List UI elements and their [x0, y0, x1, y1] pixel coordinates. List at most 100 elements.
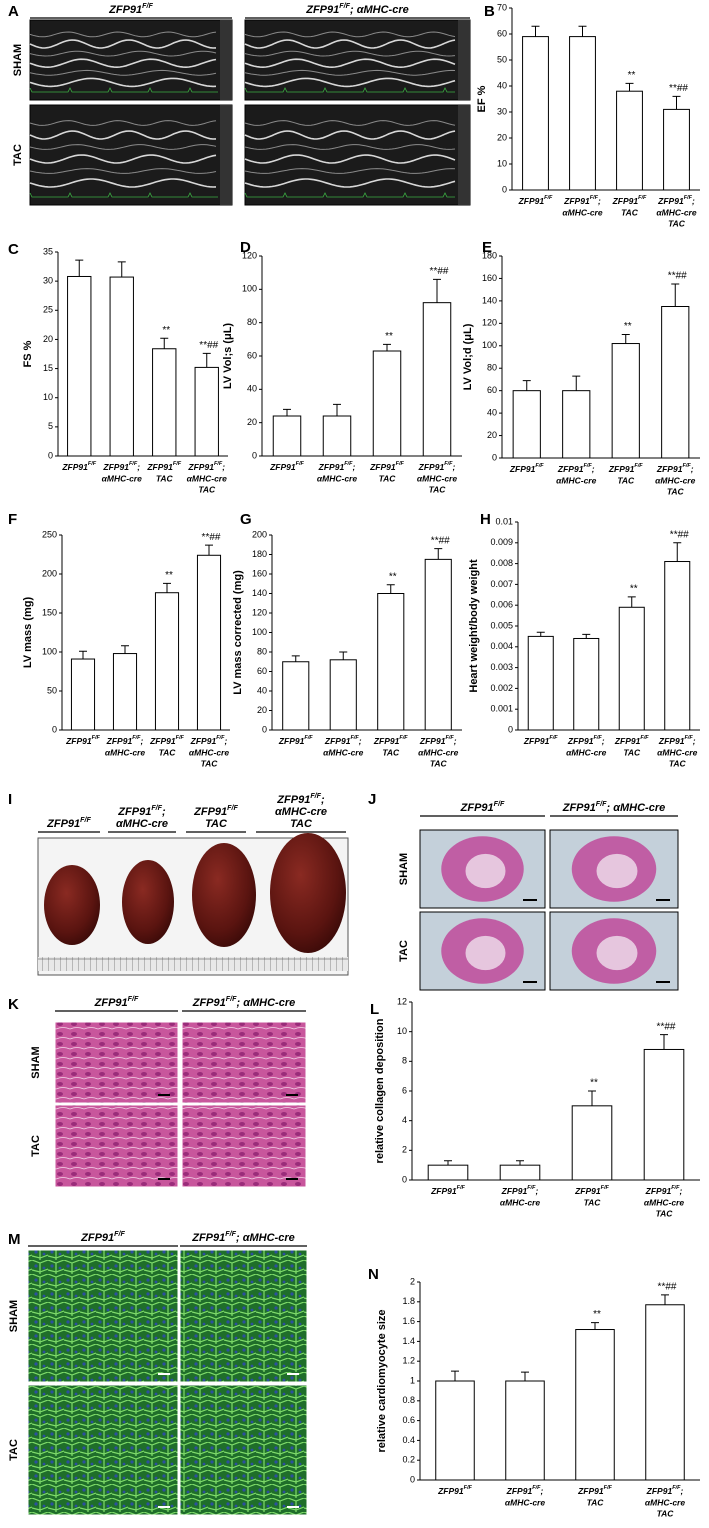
echo-trace: [29, 144, 217, 150]
x-tick-label: TAC: [430, 758, 448, 768]
y-tick-label: 60: [487, 385, 497, 395]
x-tick-label: TAC: [159, 747, 177, 757]
x-tick-label: TAC: [657, 1508, 675, 1518]
y-tick-label: 0: [252, 450, 257, 460]
column-header: ZFP91F/F: [193, 804, 238, 818]
x-tick-label: ZFP91F/F;: [557, 463, 595, 474]
error-bar: [672, 95, 681, 110]
x-tick-label: ZFP91F/F;: [567, 735, 605, 746]
echo-trace: [29, 50, 217, 57]
column-header: ZFP91F/F;: [117, 804, 166, 818]
x-tick-label: ZFP91F/F: [577, 1485, 612, 1496]
column-header: ZFP91F/F;: [276, 792, 325, 806]
column-header: ZFP91F/F: [80, 1230, 125, 1244]
tri-image: [54, 1021, 179, 1104]
error-bar: [627, 596, 636, 608]
y-tick-label: 60: [257, 666, 267, 676]
x-tick-label: αMHC-cre: [500, 1197, 540, 1207]
bar: [282, 661, 310, 731]
echo-trace: [29, 58, 217, 69]
significance-label: **: [593, 1309, 601, 1320]
echo-trace: [244, 69, 456, 76]
significance-label: **: [389, 571, 397, 582]
y-tick-label: 10: [497, 158, 507, 168]
lumen: [596, 853, 638, 889]
y-tick-label: 80: [487, 363, 497, 373]
x-tick-label: αMHC-cre: [187, 473, 227, 483]
x-tick-label: ZFP91F/F;: [102, 461, 140, 472]
significance-label: **: [165, 570, 173, 581]
column-header: ZFP91F/F: [46, 816, 91, 830]
y-tick-label: 1.8: [402, 1296, 415, 1306]
y-tick-label: 20: [247, 417, 257, 427]
y-tick-label: 2: [410, 1276, 415, 1286]
x-tick-label: ZFP91F/F: [278, 735, 313, 746]
significance-label: **##: [668, 271, 687, 282]
bar: [573, 637, 600, 731]
scale-strip: [220, 105, 232, 205]
significance-label: **##: [658, 1282, 677, 1293]
bar: [505, 1380, 545, 1481]
x-tick-label: αMHC-cre: [656, 207, 696, 217]
y-axis-label: LV mass (mg): [22, 597, 34, 669]
if-image: [27, 1249, 179, 1383]
x-tick-label: ZFP91F/F: [608, 463, 643, 474]
y-axis-label: Heart weight/body weight: [468, 559, 480, 693]
column-header: ZFP91F/F; αMHC-cre: [562, 800, 666, 814]
y-tick-label: 20: [497, 132, 507, 142]
y-tick-label: 0.8: [402, 1395, 415, 1405]
error-bar: [531, 25, 540, 37]
bar: [372, 350, 402, 457]
x-tick-label: ZFP91F/F;: [506, 1485, 544, 1496]
echo-trace: [244, 144, 456, 150]
x-tick-label: αMHC-cre: [189, 747, 229, 757]
y-tick-label: 160: [252, 568, 267, 578]
echo-trace: [244, 39, 456, 49]
row-label: SHAM: [12, 44, 24, 76]
y-tick-label: 0: [492, 452, 497, 462]
y-tick-label: 12: [397, 996, 407, 1006]
error-bar: [516, 1160, 524, 1166]
y-tick-label: 0.002: [490, 683, 513, 693]
y-tick-label: 0.01: [495, 516, 513, 526]
error-bar: [660, 1034, 668, 1050]
y-tick-label: 1.4: [402, 1336, 415, 1346]
y-tick-label: 0: [502, 184, 507, 194]
panel-letter: N: [368, 1266, 379, 1283]
scale-strip: [458, 105, 470, 205]
x-tick-label: ZFP91F/F: [523, 735, 558, 746]
error-bar: [671, 283, 680, 307]
significance-label: **: [385, 331, 393, 342]
ecg-trace: [29, 87, 218, 93]
x-tick-label: αMHC-cre: [556, 475, 596, 485]
y-tick-label: 180: [482, 250, 497, 260]
y-tick-label: 100: [482, 340, 497, 350]
y-tick-label: 0: [52, 724, 57, 734]
x-tick-label: αMHC-cre: [418, 747, 458, 757]
x-tick-label: ZFP91F/F;: [657, 195, 695, 206]
x-tick-label: ZFP91F/F;: [646, 1485, 684, 1496]
column-header: αMHC-cre: [116, 818, 168, 830]
x-tick-label: ZFP91F/F;: [418, 461, 456, 472]
y-axis-label: relative cardiomyocyte size: [376, 1309, 388, 1452]
x-tick-label: αMHC-cre: [562, 207, 602, 217]
x-tick-label: αMHC-cre: [323, 747, 363, 757]
echo-trace: [29, 69, 217, 76]
row-label: TAC: [30, 1135, 42, 1157]
bar: [499, 1164, 541, 1181]
x-tick-label: αMHC-cre: [102, 473, 142, 483]
panel-letter: D: [240, 239, 251, 256]
x-tick-label: ZFP91F/F: [149, 735, 184, 746]
heart: [44, 865, 100, 945]
bar: [527, 635, 554, 731]
x-tick-label: αMHC-cre: [105, 747, 145, 757]
error-bar: [333, 403, 341, 416]
row-label: SHAM: [8, 1300, 20, 1332]
error-bar: [661, 1294, 669, 1305]
x-tick-label: αMHC-cre: [566, 747, 606, 757]
y-tick-label: 0.6: [402, 1415, 415, 1425]
significance-label: **: [628, 70, 636, 81]
bar: [571, 1105, 613, 1181]
y-tick-label: 80: [247, 317, 257, 327]
